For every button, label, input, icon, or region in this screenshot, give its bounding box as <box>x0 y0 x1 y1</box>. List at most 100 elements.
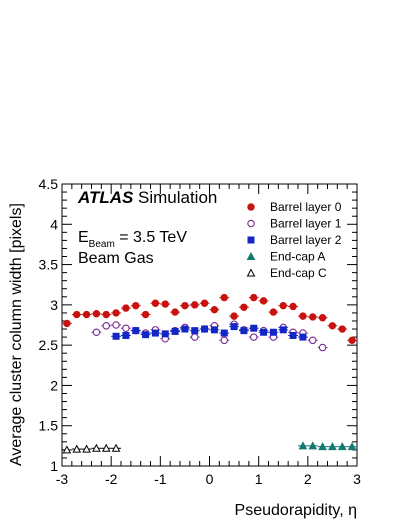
data-point <box>210 326 218 334</box>
data-point <box>122 331 130 339</box>
data-point <box>151 329 159 337</box>
data-point <box>318 314 327 322</box>
data-point <box>279 326 287 334</box>
data-point <box>132 301 140 310</box>
data-point <box>259 297 268 305</box>
data-point <box>132 327 140 335</box>
y-tick-label: 3.5 <box>39 257 59 273</box>
data-point <box>220 329 228 337</box>
data-point <box>337 442 347 451</box>
atlas-suffix: Simulation <box>138 188 217 207</box>
data-point <box>201 325 209 333</box>
data-point <box>279 301 287 310</box>
series-end-cap-a <box>298 441 357 451</box>
data-point <box>161 300 169 308</box>
data-point <box>191 327 199 335</box>
data-point <box>289 331 297 339</box>
series-barrel-layer-0 <box>62 293 357 345</box>
legend-marker <box>247 203 255 211</box>
data-point <box>151 299 160 307</box>
sample-annotation: Beam Gas <box>78 250 154 267</box>
y-tick-label: 4.5 <box>39 176 59 192</box>
data-point <box>210 305 219 314</box>
data-point <box>112 321 120 329</box>
legend-label: Barrel layer 1 <box>270 217 342 231</box>
data-point <box>62 445 72 454</box>
data-point <box>328 442 337 451</box>
data-point <box>73 310 81 319</box>
data-point <box>111 443 121 452</box>
y-tick-label: 2.5 <box>39 337 59 353</box>
data-point <box>338 325 346 333</box>
data-point <box>171 327 179 335</box>
data-point <box>308 336 317 345</box>
y-tick-label: 1.5 <box>39 418 59 434</box>
x-tick-label: -2 <box>105 471 118 487</box>
data-point <box>347 442 357 451</box>
y-tick-label: 1 <box>50 458 58 474</box>
data-point <box>269 328 277 336</box>
data-point <box>220 293 228 302</box>
y-tick-label: 3 <box>50 297 58 313</box>
annotation-block: ATLAS Simulation EBeam = 3.5 TeV Beam Ga… <box>77 188 217 267</box>
energy-annotation: EBeam = 3.5 TeV <box>78 229 187 250</box>
energy-subscript: Beam <box>89 239 115 250</box>
data-point <box>142 331 150 339</box>
legend-label: End-cap C <box>270 266 327 280</box>
legend-item: End-cap A <box>246 250 325 264</box>
x-tick-label: -3 <box>56 471 69 487</box>
x-tick-label: -1 <box>154 471 167 487</box>
data-point <box>260 328 268 336</box>
legend-item: Barrel layer 2 <box>247 233 342 247</box>
data-point <box>63 319 71 328</box>
data-point <box>191 301 199 309</box>
data-point <box>72 444 82 453</box>
atlas-brand: ATLAS <box>77 188 134 207</box>
legend-label: End-cap A <box>270 250 325 264</box>
data-point <box>200 299 209 307</box>
data-point <box>102 310 110 319</box>
axis-ticks <box>61 183 358 467</box>
data-point <box>181 325 189 333</box>
data-point <box>250 324 258 332</box>
data-point <box>82 444 91 453</box>
data-point <box>101 443 111 452</box>
series-end-cap-c <box>62 443 121 454</box>
data-point <box>289 302 297 311</box>
x-tick-label: 1 <box>255 471 263 487</box>
legend: Barrel layer 0 Barrel layer 1 Barrel layer… <box>246 200 342 280</box>
data-point <box>318 343 327 352</box>
data-point <box>308 441 318 450</box>
data-point <box>348 336 356 345</box>
data-point <box>298 441 308 450</box>
data-points <box>62 293 357 454</box>
data-point <box>171 308 179 316</box>
data-point <box>92 328 101 337</box>
data-point <box>299 312 307 320</box>
legend-item: End-cap C <box>246 266 327 280</box>
x-tick-label: 0 <box>206 471 214 487</box>
x-axis-title: Pseudorapidity, η <box>235 502 357 519</box>
data-point <box>230 323 238 331</box>
data-point <box>112 332 120 340</box>
energy-prefix: E <box>78 229 89 246</box>
tick-labels: -3 -2 -1 0 1 2 3 1 1.5 2 2.5 3 3.5 4 4.5 <box>39 176 362 487</box>
data-point <box>102 322 111 330</box>
x-tick-label: 2 <box>304 471 312 487</box>
data-point <box>92 443 101 452</box>
data-point <box>141 310 150 319</box>
legend-item: Barrel layer 0 <box>247 200 342 214</box>
legend-marker <box>246 251 256 260</box>
data-point <box>240 327 248 335</box>
series-barrel-layer-2 <box>111 323 308 341</box>
data-point <box>240 303 248 311</box>
data-point <box>122 304 130 312</box>
data-point <box>161 330 169 338</box>
legend-marker <box>247 236 255 244</box>
y-axis-title: Average cluster column width [pixels] <box>8 203 25 466</box>
data-point <box>318 442 327 451</box>
legend-marker <box>247 219 255 228</box>
data-point <box>92 310 101 318</box>
data-point <box>269 308 278 316</box>
